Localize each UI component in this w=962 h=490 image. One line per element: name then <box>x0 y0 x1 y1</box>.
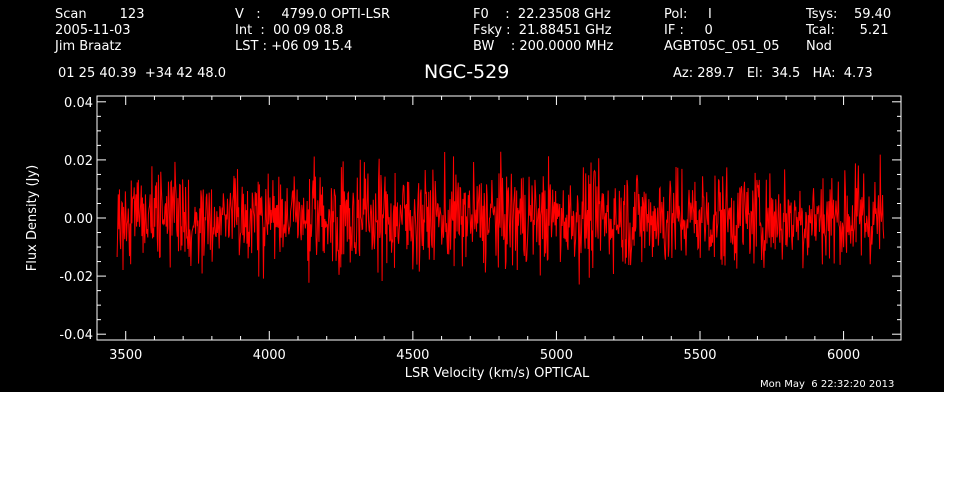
x-tick-label: 6000 <box>827 348 860 363</box>
x-axis-label: LSR Velocity (km/s) OPTICAL <box>405 366 590 381</box>
tcal-readout: Tcal: 5.21 <box>806 23 889 38</box>
timestamp: Mon May 6 22:32:20 2013 <box>760 379 895 390</box>
project-id: AGBT05C_051_05 <box>664 39 780 54</box>
source-coordinates: 01 25 40.39 +34 42 48.0 <box>58 66 227 81</box>
observer-name: Jim Braatz <box>55 39 122 54</box>
y-tick-label: -0.02 <box>59 270 93 285</box>
axis-layer: 3500 4000 4500 5000 5500 6000 0.04 0.02 0.00 -0.0… <box>59 96 902 363</box>
x-tick-label: 4500 <box>396 348 429 363</box>
lst-readout: LST : +06 09 15.4 <box>235 39 353 54</box>
polarization: Pol: I <box>664 7 712 22</box>
y-axis-label: Flux Density (Jy) <box>25 165 40 271</box>
x-tick-label: 4000 <box>253 348 286 363</box>
if-number: IF : 0 <box>664 23 713 38</box>
x-tick-label: 3500 <box>109 348 142 363</box>
velocity-readout: V : 4799.0 OPTI-LSR <box>235 7 391 22</box>
x-tick-label: 5000 <box>540 348 573 363</box>
x-tick-label: 5500 <box>683 348 716 363</box>
spectrum-panel: Scan 123 2005-11-03 Jim Braatz 01 25 40.… <box>0 0 944 392</box>
spectrum-series-line <box>116 151 885 285</box>
sky-frequency: Fsky : 21.88451 GHz <box>473 23 612 38</box>
series-layer <box>116 151 885 285</box>
integration-time: Int : 00 09 08.8 <box>235 23 344 38</box>
obs-date: 2005-11-03 <box>55 23 131 38</box>
scan-label: Scan 123 <box>55 7 145 22</box>
y-tick-label: -0.04 <box>59 328 93 343</box>
y-tick-label: 0.02 <box>64 154 93 169</box>
y-tick-label: 0.04 <box>64 96 93 111</box>
spectrum-chart: 3500 4000 4500 5000 5500 6000 0.04 0.02 0.00 -0.0… <box>25 95 902 381</box>
tsys-readout: Tsys: 59.40 <box>806 7 892 22</box>
rest-frequency: F0 : 22.23508 GHz <box>473 7 611 22</box>
pointing-readout: Az: 289.7 El: 34.5 HA: 4.73 <box>673 66 873 81</box>
object-name: NGC-529 <box>424 61 510 83</box>
y-tick-label: 0.00 <box>64 212 93 227</box>
bandwidth: BW : 200.0000 MHz <box>473 39 614 54</box>
switching-mode: Nod <box>806 39 832 54</box>
